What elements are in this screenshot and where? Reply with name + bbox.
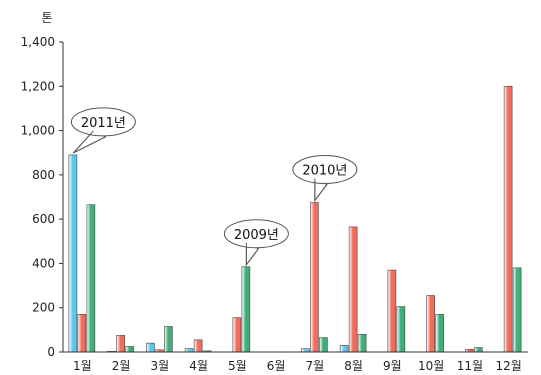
bar [310,202,319,353]
bar [77,314,87,353]
bar [348,226,358,353]
bar [146,342,155,353]
y-tick-label: 0 [47,345,55,359]
callout-pointer-edge [314,178,328,203]
bar [435,314,444,353]
bar [68,154,78,353]
x-tick-label: 4월 [189,359,208,373]
bar [86,204,96,353]
callout-shape [223,219,289,249]
x-tick-label: 7월 [306,359,325,373]
x-tick-label: 9월 [383,359,402,373]
y-tick-label: 400 [32,256,55,270]
x-tick-label: 11월 [457,359,483,373]
callout-label: 2011년 [81,116,126,131]
bar [241,266,251,353]
bar [512,267,522,353]
callout-bubble: 2011년 [70,107,136,154]
x-tick-label: 12월 [495,359,521,373]
x-tick-label: 3월 [151,359,170,373]
y-tick-label: 1,200 [21,79,55,93]
y-tick-label: 800 [32,168,55,182]
bar [474,347,483,353]
callout-pointer-edge [73,130,106,154]
bar [232,317,242,353]
x-tick-label: 1월 [73,359,92,373]
bar [387,269,397,353]
bar [396,306,406,353]
y-axis-ticks: 0 200 400 600 800 1,000 1,200 1,400 [21,35,63,359]
y-axis-unit: 톤 [41,11,52,25]
bar [193,339,203,353]
x-tick-label: 6월 [267,359,286,373]
callouts: 2011년 2010년 2009년 [70,107,358,267]
bar [164,326,173,353]
y-tick-label: 600 [32,212,55,226]
bar [357,333,367,353]
y-tick-label: 200 [32,301,55,315]
bar [503,85,513,353]
bars [68,85,522,353]
bar [125,346,134,353]
x-tick-label: 5월 [228,359,247,373]
callout-label: 2010년 [302,164,347,179]
y-tick-label: 1,400 [21,35,55,49]
callout-pointer-edge [245,242,259,267]
x-tick-label: 10월 [418,359,444,373]
y-tick-label: 1,000 [21,124,55,138]
callout-shape [292,155,358,185]
bar [116,335,125,353]
callout-shape [70,107,136,137]
callout-bubble: 2010년 [292,155,358,203]
x-axis-ticks: 1월 2월 3월 4월 5월 6월 7월 8월 9월 10월 11월 12월 [73,359,522,373]
bar [319,337,328,353]
x-tick-label: 8월 [344,359,363,373]
callout-label: 2009년 [234,228,279,243]
bar [339,345,349,353]
x-tick-label: 2월 [112,359,131,373]
callout-bubble: 2009년 [223,219,289,267]
bar [426,295,435,353]
